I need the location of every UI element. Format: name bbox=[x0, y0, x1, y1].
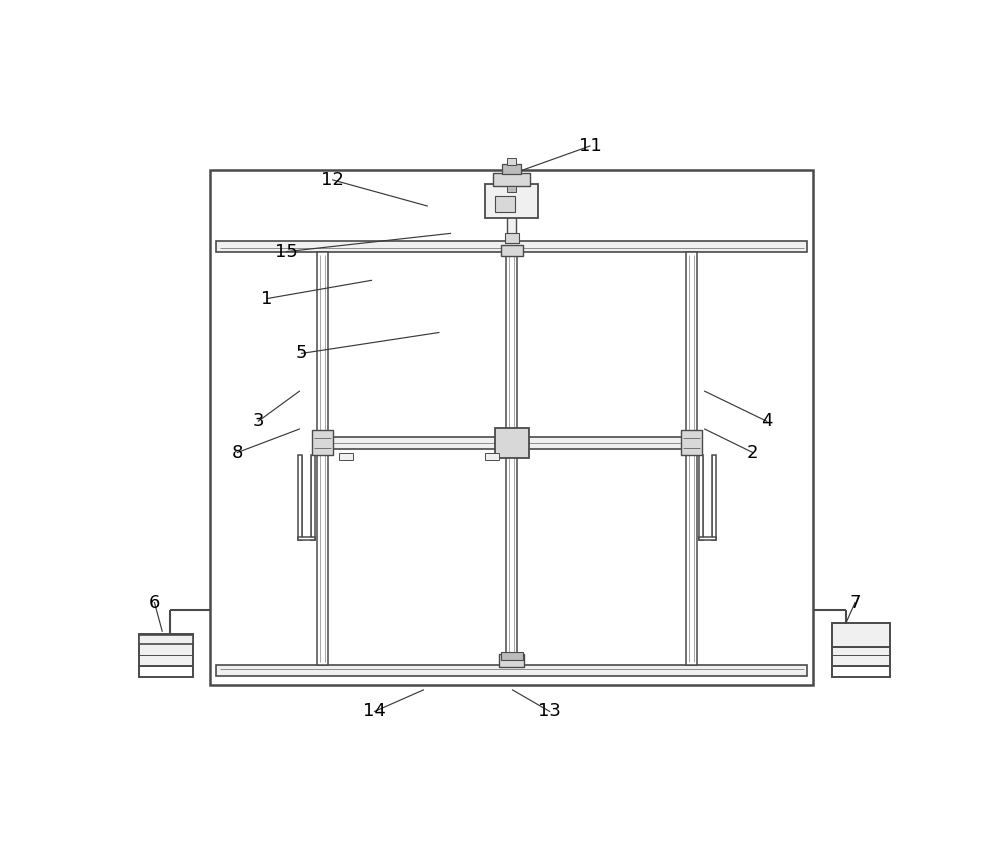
Text: 11: 11 bbox=[579, 137, 601, 155]
Bar bbox=[139, 634, 193, 667]
Text: 7: 7 bbox=[849, 594, 861, 612]
Bar bbox=[686, 252, 697, 665]
Bar bbox=[139, 635, 193, 645]
Text: 14: 14 bbox=[363, 702, 386, 721]
Bar bbox=[505, 234, 519, 242]
Bar bbox=[495, 428, 529, 457]
Bar bbox=[493, 173, 530, 185]
Bar bbox=[139, 667, 193, 677]
Text: 1: 1 bbox=[261, 290, 273, 307]
Bar bbox=[507, 217, 516, 241]
Bar bbox=[210, 170, 813, 685]
Bar bbox=[495, 196, 515, 212]
Bar bbox=[501, 652, 523, 660]
Bar bbox=[832, 623, 890, 647]
Bar bbox=[317, 252, 328, 665]
Bar bbox=[317, 437, 697, 449]
Bar bbox=[216, 665, 807, 676]
Bar bbox=[499, 654, 524, 667]
Text: 2: 2 bbox=[747, 444, 759, 462]
Text: 5: 5 bbox=[296, 345, 307, 363]
Bar bbox=[485, 452, 499, 460]
Bar bbox=[312, 430, 333, 455]
Bar bbox=[832, 647, 890, 667]
Bar bbox=[832, 667, 890, 677]
Bar bbox=[339, 452, 353, 460]
Bar bbox=[712, 455, 716, 540]
Bar bbox=[699, 455, 703, 540]
Text: 8: 8 bbox=[232, 444, 243, 462]
Bar bbox=[501, 430, 523, 455]
Text: 6: 6 bbox=[149, 594, 160, 612]
Bar bbox=[298, 537, 315, 540]
Bar bbox=[507, 185, 516, 192]
Text: 12: 12 bbox=[321, 171, 344, 189]
Text: 4: 4 bbox=[761, 412, 772, 430]
Bar bbox=[502, 163, 521, 174]
Text: 13: 13 bbox=[538, 702, 561, 721]
Bar bbox=[506, 252, 517, 665]
Text: 3: 3 bbox=[253, 412, 264, 430]
Bar bbox=[485, 185, 538, 219]
Bar bbox=[298, 455, 302, 540]
Bar bbox=[501, 245, 523, 256]
Bar bbox=[681, 430, 702, 455]
Bar bbox=[699, 537, 716, 540]
Bar bbox=[507, 158, 516, 165]
Bar bbox=[311, 455, 315, 540]
Bar bbox=[216, 241, 807, 252]
Text: 15: 15 bbox=[275, 242, 298, 261]
